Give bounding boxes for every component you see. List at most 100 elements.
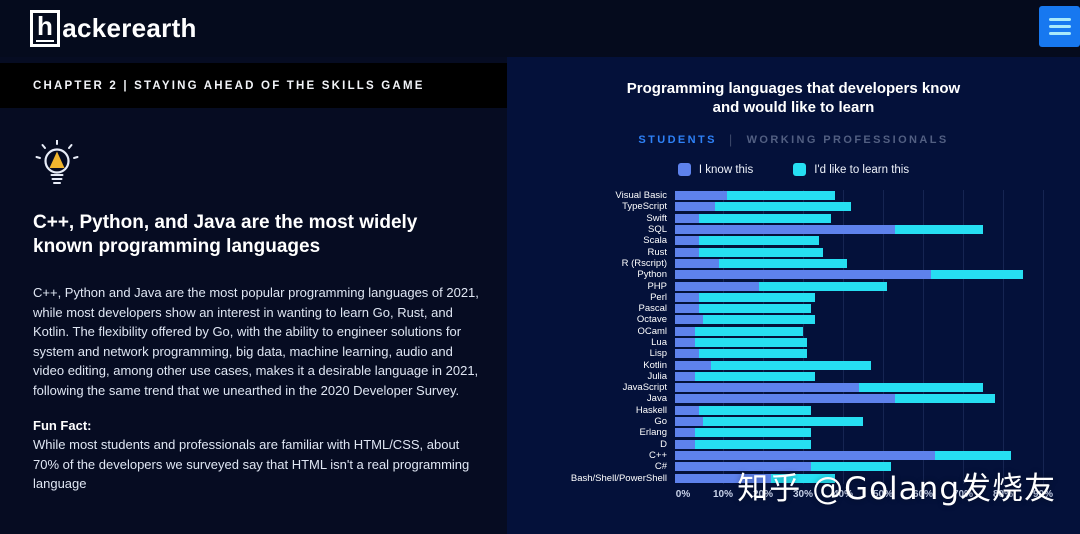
gridline (883, 190, 884, 484)
x-tick-label: 30% (792, 488, 814, 500)
bar-track (675, 304, 811, 314)
fun-fact-label: Fun Fact: (33, 418, 92, 433)
learn-bar-segment (703, 417, 863, 427)
chart-panel: Programming languages that developers kn… (507, 57, 1080, 534)
learn-bar-segment (711, 360, 871, 370)
chapter-title: CHAPTER 2 | STAYING AHEAD OF THE SKILLS … (33, 79, 425, 92)
bar-row: Rust (557, 246, 1080, 258)
gridline (803, 190, 804, 484)
bar-row: Python (557, 269, 1080, 280)
bar-row: C++ (557, 450, 1080, 461)
category-label: R (Rscript) (621, 257, 667, 269)
learn-bar-segment (699, 213, 831, 223)
bar-track (675, 326, 803, 336)
learn-bar-segment (695, 326, 803, 336)
category-label: SQL (647, 224, 667, 236)
hamburger-menu-button[interactable] (1039, 6, 1080, 47)
bar-track (675, 247, 823, 257)
bar-track (675, 213, 831, 223)
logo-h-icon: h (30, 10, 61, 47)
know-bar-segment (675, 236, 699, 246)
know-bar-segment (675, 191, 727, 201)
x-tick-label: 90% (1032, 488, 1054, 500)
gridlines (683, 190, 1055, 484)
learn-bar-segment (895, 394, 995, 404)
tab-working-professionals[interactable]: WORKING PROFESSIONALS (746, 133, 949, 146)
know-bar-segment (675, 383, 859, 393)
learn-bar-segment (715, 202, 851, 212)
bar-row: Kotlin (557, 359, 1080, 371)
category-label: Lua (651, 337, 667, 348)
category-label: Haskell (635, 404, 667, 416)
learn-bar-segment (699, 405, 811, 415)
bar-track (675, 383, 983, 393)
article-heading: C++, Python, and Java are the most widel… (33, 212, 418, 257)
category-label: Python (637, 269, 667, 281)
know-bar-segment (675, 439, 695, 449)
learn-bar-segment (695, 371, 815, 381)
bar-row: Pascal (557, 303, 1080, 314)
bar-track (675, 428, 811, 438)
bar-track (675, 371, 815, 381)
learn-bar-segment (699, 304, 811, 314)
learn-bar-segment (859, 383, 983, 393)
bar-row: Haskell (557, 405, 1080, 416)
learn-bar-segment (695, 439, 811, 449)
learn-bar-segment (895, 225, 983, 235)
hackerearth-logo[interactable]: h ackerearth (30, 10, 197, 47)
bar-track (675, 225, 983, 235)
bar-track (675, 236, 819, 246)
know-bar-segment (675, 394, 895, 404)
know-bar-segment (675, 371, 695, 381)
left-article-panel: CHAPTER 2 | STAYING AHEAD OF THE SKILLS … (0, 57, 507, 534)
know-bar-segment (675, 213, 699, 223)
gridline (723, 190, 724, 484)
learn-bar-segment (719, 258, 847, 268)
hamburger-icon (1048, 17, 1071, 21)
gridline (1003, 190, 1004, 484)
learn-bar-segment (771, 473, 835, 483)
lightbulb-icon (35, 139, 479, 193)
know-bar-segment (675, 428, 695, 438)
category-label: Bash/Shell/PowerShell (570, 472, 667, 484)
legend-label: I'd like to learn this (814, 163, 910, 176)
bar-row: OCaml (557, 326, 1080, 337)
know-bar-segment (675, 405, 699, 415)
x-tick-label: 50% (872, 488, 894, 500)
learn-bar-segment (695, 338, 807, 347)
main-content: CHAPTER 2 | STAYING AHEAD OF THE SKILLS … (0, 57, 1080, 534)
category-label: Kotlin (643, 359, 667, 371)
bar-row: Bash/Shell/PowerShell (557, 472, 1080, 484)
bar-track (675, 202, 851, 212)
bar-track (675, 315, 815, 325)
bar-track (675, 349, 807, 359)
tab-students[interactable]: STUDENTS (638, 133, 717, 146)
category-label: Julia (647, 370, 667, 382)
x-tick-label: 60% (912, 488, 934, 500)
bar-row: Erlang (557, 427, 1080, 438)
bar-row: Octave (557, 314, 1080, 325)
bar-track (675, 394, 995, 404)
learn-bar-segment (699, 236, 819, 246)
stacked-bar-chart: Visual Basic TypeScript Swift SQL Scala Rust R… (557, 190, 1080, 505)
legend-swatch-icon (793, 163, 807, 176)
know-bar-segment (675, 281, 759, 291)
tab-divider: | (728, 132, 735, 147)
gridline (1043, 190, 1044, 484)
bar-row: TypeScript (557, 201, 1080, 212)
chart-legend: I know this I'd like to learn this (507, 163, 1080, 176)
bar-row: Lua (557, 337, 1080, 348)
bar-row: Swift (557, 213, 1080, 224)
know-bar-segment (675, 338, 695, 347)
category-label: TypeScript (622, 201, 667, 213)
know-bar-segment (675, 270, 931, 280)
know-bar-segment (675, 349, 699, 359)
category-label: Pascal (638, 303, 667, 315)
bar-track (675, 360, 871, 370)
gridline (843, 190, 844, 484)
bar-track (675, 450, 1011, 460)
category-label: Visual Basic (615, 190, 667, 202)
know-bar-segment (675, 473, 771, 483)
category-label: Perl (650, 291, 667, 303)
logo-h-letter: h (37, 11, 54, 41)
